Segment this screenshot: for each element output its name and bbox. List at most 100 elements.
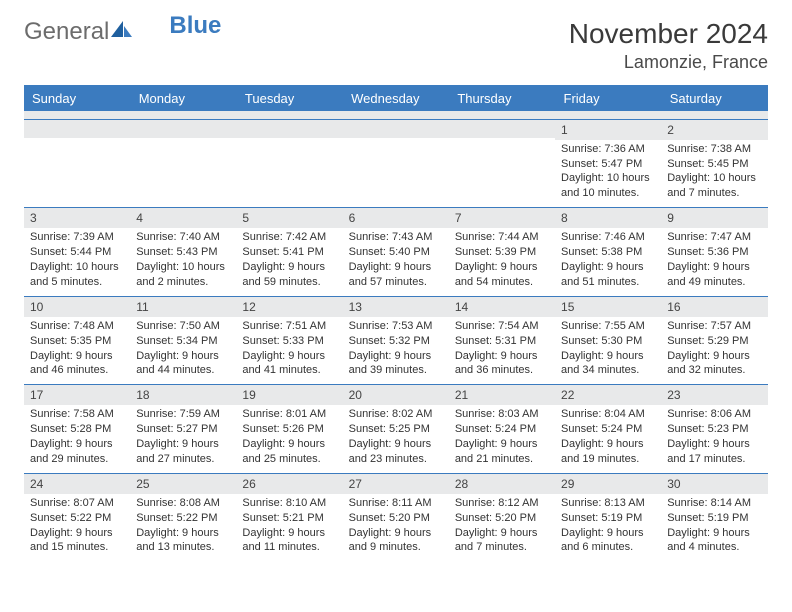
day-body: Sunrise: 7:44 AMSunset: 5:39 PMDaylight:… bbox=[449, 228, 555, 295]
day-body: Sunrise: 8:04 AMSunset: 5:24 PMDaylight:… bbox=[555, 405, 661, 472]
day-cell: 10Sunrise: 7:48 AMSunset: 5:35 PMDayligh… bbox=[24, 296, 130, 385]
day-line: Sunrise: 8:11 AM bbox=[349, 496, 443, 511]
day-number: 23 bbox=[661, 385, 767, 405]
day-line: Sunset: 5:29 PM bbox=[667, 334, 761, 349]
day-number: 28 bbox=[449, 474, 555, 494]
day-line: Sunrise: 8:07 AM bbox=[30, 496, 124, 511]
day-line: Daylight: 10 hours and 7 minutes. bbox=[667, 171, 761, 201]
day-number: 3 bbox=[24, 208, 130, 228]
day-line: Daylight: 10 hours and 5 minutes. bbox=[30, 260, 124, 290]
day-body: Sunrise: 7:57 AMSunset: 5:29 PMDaylight:… bbox=[661, 317, 767, 384]
day-line: Sunset: 5:26 PM bbox=[242, 422, 336, 437]
day-line: Daylight: 9 hours and 39 minutes. bbox=[349, 349, 443, 379]
day-body: Sunrise: 7:39 AMSunset: 5:44 PMDaylight:… bbox=[24, 228, 130, 295]
day-number: 8 bbox=[555, 208, 661, 228]
day-line: Sunrise: 7:44 AM bbox=[455, 230, 549, 245]
day-number: 14 bbox=[449, 297, 555, 317]
day-line: Sunrise: 7:38 AM bbox=[667, 142, 761, 157]
day-cell: 3Sunrise: 7:39 AMSunset: 5:44 PMDaylight… bbox=[24, 208, 130, 297]
day-line: Sunrise: 7:51 AM bbox=[242, 319, 336, 334]
day-line: Sunrise: 8:02 AM bbox=[349, 407, 443, 422]
day-line: Sunrise: 7:55 AM bbox=[561, 319, 655, 334]
day-line: Sunset: 5:41 PM bbox=[242, 245, 336, 260]
day-line: Sunset: 5:45 PM bbox=[667, 157, 761, 172]
day-header: Tuesday bbox=[236, 86, 342, 111]
day-cell: 9Sunrise: 7:47 AMSunset: 5:36 PMDaylight… bbox=[661, 208, 767, 297]
day-line: Daylight: 9 hours and 11 minutes. bbox=[242, 526, 336, 556]
day-number: 22 bbox=[555, 385, 661, 405]
header: General Blue November 2024 Lamonzie, Fra… bbox=[24, 18, 768, 73]
day-body: Sunrise: 7:55 AMSunset: 5:30 PMDaylight:… bbox=[555, 317, 661, 384]
day-line: Daylight: 9 hours and 29 minutes. bbox=[30, 437, 124, 467]
day-number: 11 bbox=[130, 297, 236, 317]
day-line: Sunrise: 7:57 AM bbox=[667, 319, 761, 334]
day-line: Sunset: 5:27 PM bbox=[136, 422, 230, 437]
day-line: Daylight: 9 hours and 46 minutes. bbox=[30, 349, 124, 379]
day-line: Daylight: 9 hours and 21 minutes. bbox=[455, 437, 549, 467]
day-body: Sunrise: 8:10 AMSunset: 5:21 PMDaylight:… bbox=[236, 494, 342, 561]
week-row: 24Sunrise: 8:07 AMSunset: 5:22 PMDayligh… bbox=[24, 473, 768, 561]
day-body: Sunrise: 7:36 AMSunset: 5:47 PMDaylight:… bbox=[555, 140, 661, 207]
location-label: Lamonzie, France bbox=[569, 52, 768, 73]
day-number: 4 bbox=[130, 208, 236, 228]
day-cell: 4Sunrise: 7:40 AMSunset: 5:43 PMDaylight… bbox=[130, 208, 236, 297]
day-line: Sunrise: 8:12 AM bbox=[455, 496, 549, 511]
day-number: 6 bbox=[343, 208, 449, 228]
day-line: Daylight: 9 hours and 17 minutes. bbox=[667, 437, 761, 467]
day-line: Sunrise: 7:46 AM bbox=[561, 230, 655, 245]
day-line: Daylight: 10 hours and 10 minutes. bbox=[561, 171, 655, 201]
day-body: Sunrise: 7:48 AMSunset: 5:35 PMDaylight:… bbox=[24, 317, 130, 384]
day-number bbox=[449, 120, 555, 138]
day-line: Daylight: 9 hours and 7 minutes. bbox=[455, 526, 549, 556]
day-line: Sunrise: 8:06 AM bbox=[667, 407, 761, 422]
day-body bbox=[24, 138, 130, 188]
day-cell: 26Sunrise: 8:10 AMSunset: 5:21 PMDayligh… bbox=[236, 473, 342, 561]
day-line: Sunset: 5:20 PM bbox=[455, 511, 549, 526]
day-line: Sunset: 5:22 PM bbox=[30, 511, 124, 526]
logo-text-blue: Blue bbox=[169, 12, 221, 40]
day-line: Daylight: 9 hours and 25 minutes. bbox=[242, 437, 336, 467]
day-line: Sunset: 5:47 PM bbox=[561, 157, 655, 172]
day-number: 9 bbox=[661, 208, 767, 228]
day-line: Sunrise: 7:42 AM bbox=[242, 230, 336, 245]
day-line: Sunrise: 8:10 AM bbox=[242, 496, 336, 511]
day-line: Sunrise: 8:13 AM bbox=[561, 496, 655, 511]
day-number: 10 bbox=[24, 297, 130, 317]
day-line: Sunrise: 7:36 AM bbox=[561, 142, 655, 157]
day-cell: 20Sunrise: 8:02 AMSunset: 5:25 PMDayligh… bbox=[343, 385, 449, 474]
day-cell bbox=[130, 119, 236, 208]
day-body: Sunrise: 8:03 AMSunset: 5:24 PMDaylight:… bbox=[449, 405, 555, 472]
day-line: Sunset: 5:43 PM bbox=[136, 245, 230, 260]
day-line: Daylight: 9 hours and 59 minutes. bbox=[242, 260, 336, 290]
day-number: 12 bbox=[236, 297, 342, 317]
day-cell: 1Sunrise: 7:36 AMSunset: 5:47 PMDaylight… bbox=[555, 119, 661, 208]
day-cell: 29Sunrise: 8:13 AMSunset: 5:19 PMDayligh… bbox=[555, 473, 661, 561]
day-line: Daylight: 9 hours and 57 minutes. bbox=[349, 260, 443, 290]
day-cell: 21Sunrise: 8:03 AMSunset: 5:24 PMDayligh… bbox=[449, 385, 555, 474]
day-number: 30 bbox=[661, 474, 767, 494]
spacer-row bbox=[24, 111, 768, 119]
day-number: 18 bbox=[130, 385, 236, 405]
day-line: Daylight: 9 hours and 13 minutes. bbox=[136, 526, 230, 556]
day-cell bbox=[236, 119, 342, 208]
day-body bbox=[236, 138, 342, 188]
day-body: Sunrise: 8:07 AMSunset: 5:22 PMDaylight:… bbox=[24, 494, 130, 561]
day-body: Sunrise: 8:02 AMSunset: 5:25 PMDaylight:… bbox=[343, 405, 449, 472]
day-line: Sunset: 5:38 PM bbox=[561, 245, 655, 260]
day-number bbox=[343, 120, 449, 138]
day-cell: 23Sunrise: 8:06 AMSunset: 5:23 PMDayligh… bbox=[661, 385, 767, 474]
day-cell: 12Sunrise: 7:51 AMSunset: 5:33 PMDayligh… bbox=[236, 296, 342, 385]
day-line: Daylight: 9 hours and 9 minutes. bbox=[349, 526, 443, 556]
day-number: 21 bbox=[449, 385, 555, 405]
day-body: Sunrise: 8:12 AMSunset: 5:20 PMDaylight:… bbox=[449, 494, 555, 561]
day-cell: 11Sunrise: 7:50 AMSunset: 5:34 PMDayligh… bbox=[130, 296, 236, 385]
day-body: Sunrise: 7:46 AMSunset: 5:38 PMDaylight:… bbox=[555, 228, 661, 295]
day-line: Sunset: 5:31 PM bbox=[455, 334, 549, 349]
day-number bbox=[24, 120, 130, 138]
day-line: Daylight: 9 hours and 34 minutes. bbox=[561, 349, 655, 379]
week-row: 1Sunrise: 7:36 AMSunset: 5:47 PMDaylight… bbox=[24, 119, 768, 208]
day-line: Sunrise: 7:47 AM bbox=[667, 230, 761, 245]
day-cell bbox=[24, 119, 130, 208]
day-line: Sunset: 5:28 PM bbox=[30, 422, 124, 437]
day-cell: 30Sunrise: 8:14 AMSunset: 5:19 PMDayligh… bbox=[661, 473, 767, 561]
